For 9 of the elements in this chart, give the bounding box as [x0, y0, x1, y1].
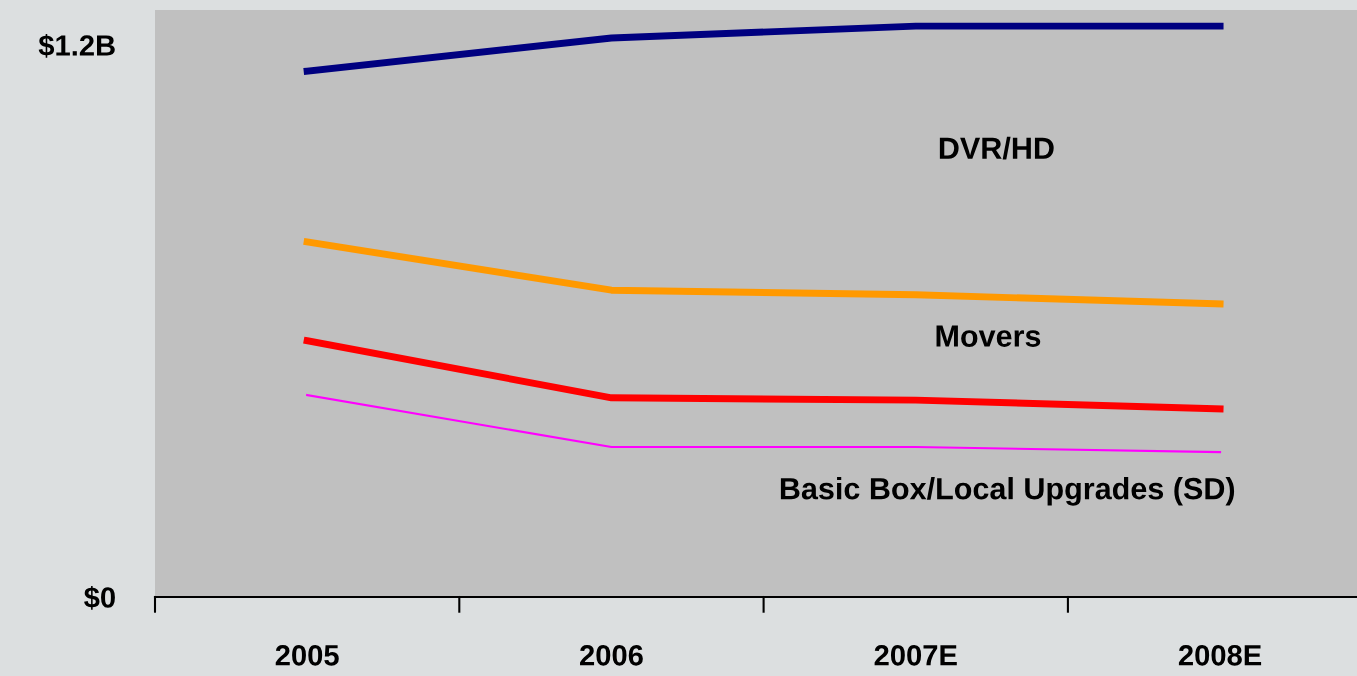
- annotation: DVR/HD: [939, 136, 1054, 160]
- annotation: Movers: [936, 325, 1041, 347]
- annotation: Basic Box/Local Upgrades (SD): [780, 477, 1235, 506]
- x-tick-label: 2007E: [874, 644, 957, 666]
- y-tick-label: $1.2B: [38, 33, 115, 58]
- x-tick-label: 2008E: [1178, 644, 1262, 666]
- y-tick-label: $0: [84, 585, 115, 610]
- x-tick-label: 2006: [580, 644, 643, 666]
- x-tick-label: 2005: [275, 644, 339, 666]
